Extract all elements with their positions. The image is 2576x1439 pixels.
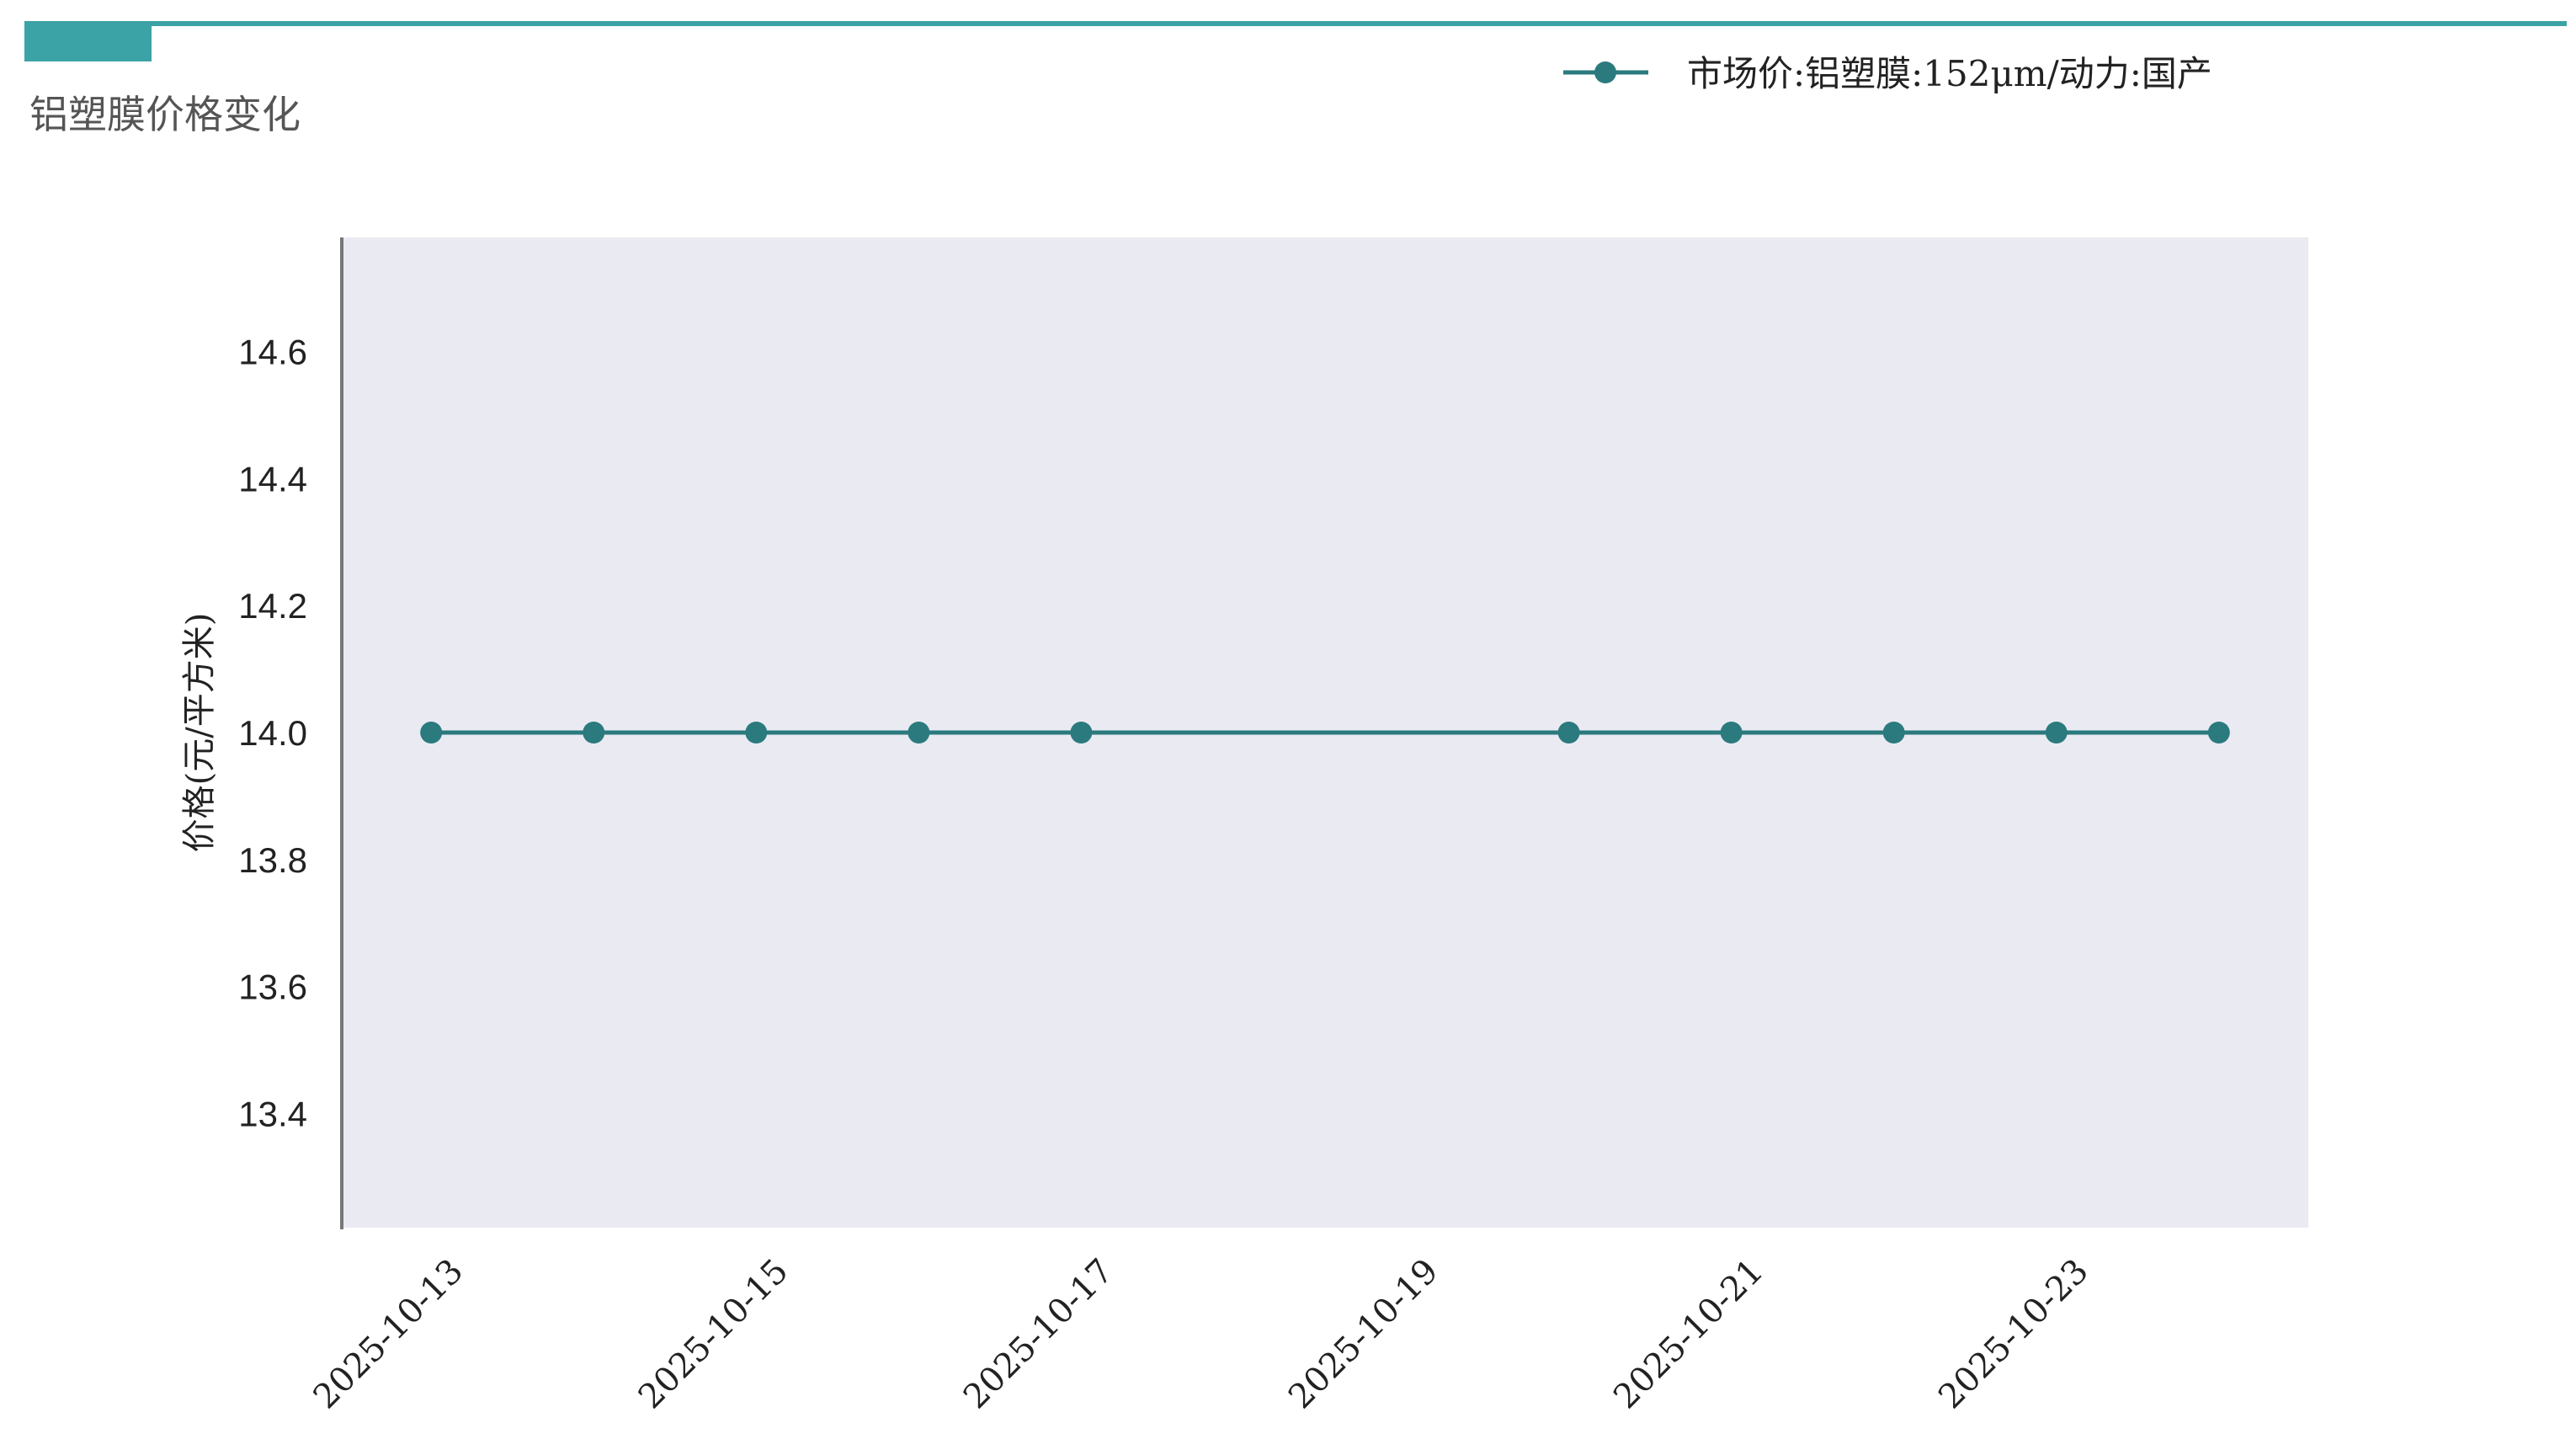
page-title: 铝塑膜价格变化 (29, 92, 301, 137)
data-point (907, 722, 930, 743)
x-tick-label: 2025-10-23 (1931, 1252, 2096, 1417)
y-tick-label: 14.0 (238, 713, 307, 753)
x-tick-label: 2025-10-15 (631, 1252, 796, 1417)
x-tick-label: 2025-10-19 (1281, 1252, 1446, 1417)
data-point (1070, 722, 1093, 743)
legend: 市场价:铝塑膜:152μm/动力:国产 (1563, 53, 2212, 94)
y-tick-label: 13.4 (238, 1094, 307, 1133)
header-accent-block (24, 21, 152, 61)
data-point (420, 722, 443, 743)
data-point (583, 722, 605, 743)
x-tick-label: 2025-10-13 (306, 1252, 471, 1417)
y-tick-label: 13.8 (238, 840, 307, 880)
y-axis-label: 价格(元/平方米) (180, 613, 219, 853)
data-point (2207, 722, 2230, 743)
y-tick-label: 13.6 (238, 967, 307, 1007)
data-point (1720, 722, 1743, 743)
x-tick-label: 2025-10-21 (1606, 1252, 1771, 1417)
data-point (2045, 722, 2068, 743)
y-tick-label: 14.4 (238, 459, 307, 498)
x-tick-label: 2025-10-17 (956, 1252, 1121, 1417)
data-point (1882, 722, 1905, 743)
legend-marker (1594, 61, 1616, 83)
data-point (1557, 722, 1580, 743)
legend-label: 市场价:铝塑膜:152μm/动力:国产 (1687, 53, 2212, 94)
y-tick-label: 14.6 (238, 333, 307, 372)
data-point (745, 722, 768, 743)
y-tick-label: 14.2 (238, 586, 307, 626)
header-rule (24, 21, 2567, 26)
